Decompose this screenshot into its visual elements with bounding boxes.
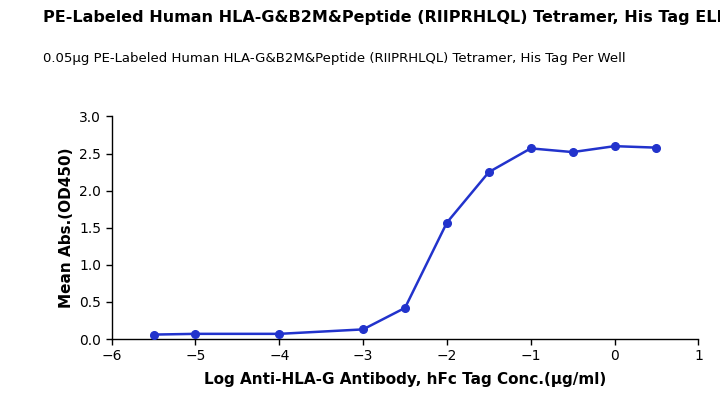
Y-axis label: Mean Abs.(OD450): Mean Abs.(OD450) — [58, 148, 73, 308]
Text: 0.05μg PE-Labeled Human HLA-G&B2M&Peptide (RIIPRHLQL) Tetramer, His Tag Per Well: 0.05μg PE-Labeled Human HLA-G&B2M&Peptid… — [43, 52, 626, 65]
X-axis label: Log Anti-HLA-G Antibody, hFc Tag Conc.(μg/ml): Log Anti-HLA-G Antibody, hFc Tag Conc.(μ… — [204, 372, 606, 387]
Text: PE-Labeled Human HLA-G&B2M&Peptide (RIIPRHLQL) Tetramer, His Tag ELISA: PE-Labeled Human HLA-G&B2M&Peptide (RIIP… — [43, 10, 720, 25]
